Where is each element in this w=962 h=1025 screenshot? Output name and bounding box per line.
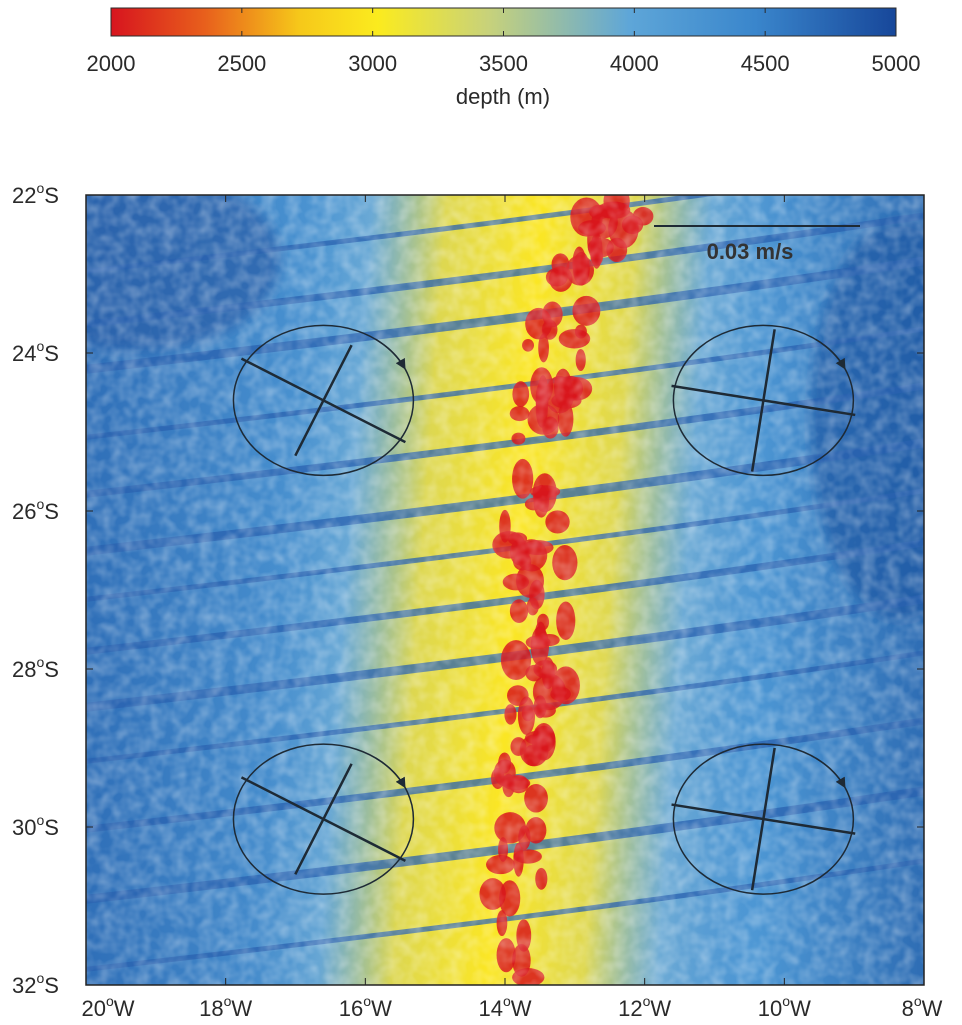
colorbar-tick-label: 2500	[217, 51, 266, 76]
scale-bar-label: 0.03 m/s	[707, 239, 794, 264]
longitude-label: 14oW	[478, 993, 531, 1021]
ellipse-minor-axis	[750, 747, 776, 891]
latitude-label: 24oS	[12, 338, 59, 366]
ellipse-northeast	[671, 324, 856, 477]
seafloor-texture	[86, 195, 924, 985]
latitude-label: 32oS	[12, 970, 59, 998]
colorbar-tick-label: 4000	[610, 51, 659, 76]
current-ellipses	[232, 324, 856, 895]
ellipse-northwest	[232, 324, 415, 477]
ellipse-minor-axis	[750, 329, 776, 472]
rotation-arrow	[375, 757, 406, 789]
ellipse-minor-axis	[294, 763, 353, 875]
longitude-label: 12oW	[618, 993, 671, 1021]
ellipse-outline	[232, 324, 415, 477]
scale-bar: 0.03 m/s	[654, 225, 860, 264]
ellipse-southwest	[232, 743, 415, 895]
latitude-label: 30oS	[12, 812, 59, 840]
colorbar-ticks: 2000 2500 3000 3500 4000 4500 5000	[87, 8, 921, 76]
colorbar-tick-label: 3000	[348, 51, 397, 76]
ellipse-outline	[672, 743, 855, 895]
latitude-axis: 22oS 24oS 26oS 28oS 30oS 32oS	[12, 180, 924, 998]
rotation-arrow	[375, 338, 406, 370]
colorbar-tick-label: 5000	[872, 51, 921, 76]
ellipse-outline	[672, 324, 855, 477]
rotation-arrow	[815, 338, 846, 370]
colorbar-tick-label: 2000	[87, 51, 136, 76]
latitude-label: 22oS	[12, 180, 59, 208]
latitude-label: 26oS	[12, 496, 59, 524]
ellipse-southeast	[671, 743, 856, 895]
colorbar-tick-label: 3500	[479, 51, 528, 76]
map-panel: 22oS 24oS 26oS 28oS 30oS 32oS 20oW 18oW 16oW 14o…	[12, 180, 943, 1021]
rotation-arrow	[815, 757, 846, 789]
longitude-axis: 20oW 18oW 16oW 14oW 12oW 10oW 8oW	[81, 195, 943, 1021]
longitude-label: 16oW	[339, 993, 392, 1021]
longitude-label: 20oW	[81, 993, 134, 1021]
ellipse-outline	[232, 743, 415, 895]
bathymetry-image	[86, 195, 924, 985]
colorbar-label: depth (m)	[456, 84, 550, 109]
ellipse-minor-axis	[294, 344, 353, 457]
longitude-label: 10oW	[758, 993, 811, 1021]
longitude-label: 18oW	[199, 993, 252, 1021]
colorbar: 2000 2500 3000 3500 4000 4500 5000 depth (m)	[87, 7, 921, 109]
latitude-label: 28oS	[12, 654, 59, 682]
longitude-label: 8oW	[902, 993, 943, 1021]
colorbar-tick-label: 4500	[741, 51, 790, 76]
